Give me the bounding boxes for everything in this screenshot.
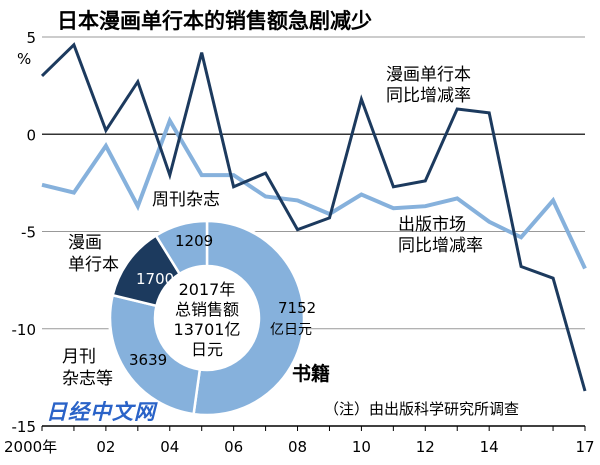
slice-label: 单行本: [68, 255, 119, 275]
donut-slice: [154, 219, 209, 276]
source-note: （注）由出版科学研究所调查: [324, 400, 519, 418]
donut-center-label: 2017年: [179, 280, 236, 299]
slice-label: 杂志等: [62, 369, 113, 389]
publishing-market-series-line: [41, 115, 587, 270]
donut-center-label: 总销售额: [175, 300, 239, 319]
x-tick-label: 04: [160, 438, 179, 456]
x-tick-label: 02: [96, 438, 115, 456]
donut-hole: [156, 267, 258, 369]
x-tick-label: 08: [288, 438, 307, 456]
x-tick-label: 06: [224, 438, 243, 456]
donut-slice: [192, 219, 306, 417]
chart-title: 日本漫画单行本的销售额急剧减少: [57, 9, 372, 33]
y-tick-label: -15: [12, 418, 37, 436]
slice-value: 7152: [278, 299, 316, 317]
x-tick-label: 17: [575, 438, 594, 456]
slice-label: 书籍: [292, 362, 330, 385]
slice-value: 亿日元: [270, 322, 312, 338]
slice-label: 漫画: [68, 233, 102, 253]
manga-series-label: 同比增减率: [386, 86, 471, 106]
watermark-logo: 日经中文网: [46, 400, 156, 424]
x-axis: 2000年 02 04 06 08 10 12 14 17: [4, 425, 595, 456]
market-series-label: 出版市场: [398, 215, 466, 235]
manga-series-label: 漫画单行本: [386, 65, 471, 85]
donut-slice: [108, 293, 202, 416]
y-axis-ticks: 5 0 -5 -10 -15: [12, 29, 37, 436]
slice-value: 1209: [175, 232, 213, 250]
y-tick-label: 5: [26, 29, 36, 47]
series-lines: [40, 42, 587, 392]
y-unit-label: %: [17, 50, 31, 68]
donut-center-label: 日元: [191, 340, 223, 359]
donut-center-label: 13701亿: [174, 320, 241, 339]
slice-label: 月刊: [62, 347, 96, 367]
slice-label: 周刊杂志: [152, 190, 220, 210]
manga-series-line: [40, 42, 587, 392]
x-tick-label: 10: [352, 438, 371, 456]
y-tick-label: 0: [26, 126, 36, 144]
slice-value: 1700: [136, 270, 174, 288]
x-tick-label: 12: [416, 438, 435, 456]
market-series-label: 同比增减率: [398, 236, 483, 256]
x-tick-label: 14: [480, 438, 499, 456]
y-tick-label: -5: [21, 224, 36, 242]
slice-value: 3639: [129, 351, 167, 369]
y-tick-label: -10: [12, 321, 37, 339]
x-tick-label: 2000年: [4, 438, 57, 456]
